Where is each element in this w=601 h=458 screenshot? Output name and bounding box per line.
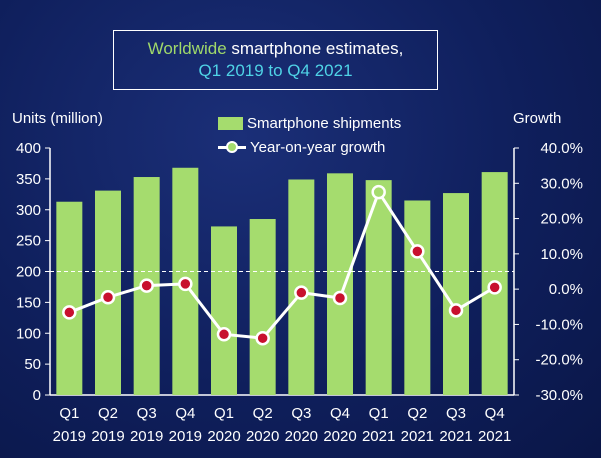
shipment-bar <box>56 201 83 395</box>
right-tick-label: 0.0% <box>549 281 583 298</box>
left-tick-label: 50 <box>24 356 41 373</box>
x-tick-label-quarter: Q1 <box>369 405 389 422</box>
right-axis-title: Growth <box>513 110 562 127</box>
x-tick-label-quarter: Q3 <box>446 405 466 422</box>
x-tick-label-year: 2020 <box>246 428 279 445</box>
growth-point <box>100 290 116 305</box>
growth-point <box>178 276 193 292</box>
chart-title-rest: smartphone estimates, <box>226 39 404 58</box>
right-tick-label: 40.0% <box>540 140 583 157</box>
left-tick-label: 250 <box>16 233 41 250</box>
x-tick-label-year: 2020 <box>323 428 356 445</box>
growth-point <box>294 285 309 300</box>
x-tick-label-year: 2021 <box>478 428 511 445</box>
x-tick-label-year: 2019 <box>53 428 86 445</box>
right-tick-label: 20.0% <box>540 211 583 228</box>
right-tick-label: 10.0% <box>540 246 583 263</box>
x-tick-label-year: 2021 <box>401 428 434 445</box>
x-tick-label-quarter: Q2 <box>253 405 273 422</box>
shipment-bar <box>404 200 431 395</box>
right-tick-label: -10.0% <box>535 316 583 333</box>
legend-item-bars: Smartphone shipments <box>218 111 401 135</box>
legend: Smartphone shipments Year-on-year growth <box>218 111 401 159</box>
x-tick-label-year: 2019 <box>169 428 202 445</box>
x-tick-label-quarter: Q1 <box>214 405 234 422</box>
legend-item-line: Year-on-year growth <box>218 135 401 159</box>
right-tick-label: -20.0% <box>535 352 583 369</box>
shipment-bar <box>443 193 469 395</box>
left-tick-label: 0 <box>33 387 41 404</box>
growth-point <box>255 330 270 346</box>
growth-point <box>62 305 77 320</box>
x-tick-label-quarter: Q2 <box>98 405 118 422</box>
legend-bar-swatch <box>218 116 243 130</box>
x-tick-label-year: 2020 <box>207 428 240 445</box>
x-tick-label-quarter: Q4 <box>175 405 195 422</box>
chart-subtitle: Q1 2019 to Q4 2021 <box>198 61 353 80</box>
growth-point <box>332 290 348 306</box>
shipment-bar <box>249 219 276 395</box>
left-tick-label: 200 <box>16 264 41 281</box>
shipment-bar <box>327 173 353 395</box>
right-tick-label: 30.0% <box>540 175 583 192</box>
chart-title-box: Worldwide smartphone estimates, Q1 2019 … <box>113 30 438 90</box>
x-tick-label-quarter: Q3 <box>137 405 157 422</box>
growth-point <box>139 278 154 293</box>
growth-point <box>410 244 425 259</box>
left-tick-label: 150 <box>16 294 41 311</box>
growth-line <box>68 190 496 340</box>
shipment-bar <box>365 180 392 395</box>
right-tick-label: -30.0% <box>535 387 583 404</box>
legend-line-swatch <box>218 140 246 154</box>
growth-point <box>371 184 386 200</box>
x-tick-label-year: 2020 <box>285 428 318 445</box>
x-tick-label-quarter: Q4 <box>485 405 505 422</box>
growth-point <box>216 327 232 342</box>
chart-title-highlight: Worldwide <box>147 39 227 58</box>
left-tick-label: 300 <box>16 202 41 219</box>
legend-line-label: Year-on-year growth <box>250 138 386 156</box>
x-tick-label-quarter: Q3 <box>291 405 311 422</box>
x-tick-label-quarter: Q2 <box>407 405 427 422</box>
x-tick-label-year: 2019 <box>130 428 163 445</box>
x-tick-label-quarter: Q4 <box>330 405 350 422</box>
left-tick-label: 350 <box>16 171 41 188</box>
x-tick-label-year: 2019 <box>91 428 124 445</box>
legend-bar-label: Smartphone shipments <box>247 114 402 132</box>
left-tick-label: 100 <box>16 325 41 342</box>
x-tick-label-year: 2021 <box>439 428 472 445</box>
growth-point <box>448 303 464 318</box>
x-tick-label-quarter: Q1 <box>59 405 79 422</box>
chart-title-line1: Worldwide smartphone estimates, <box>114 38 437 60</box>
left-tick-label: 400 <box>16 140 41 157</box>
growth-point <box>487 280 502 295</box>
left-axis-title: Units (million) <box>12 110 103 127</box>
shipment-bar <box>211 226 237 395</box>
x-tick-label-year: 2021 <box>362 428 395 445</box>
